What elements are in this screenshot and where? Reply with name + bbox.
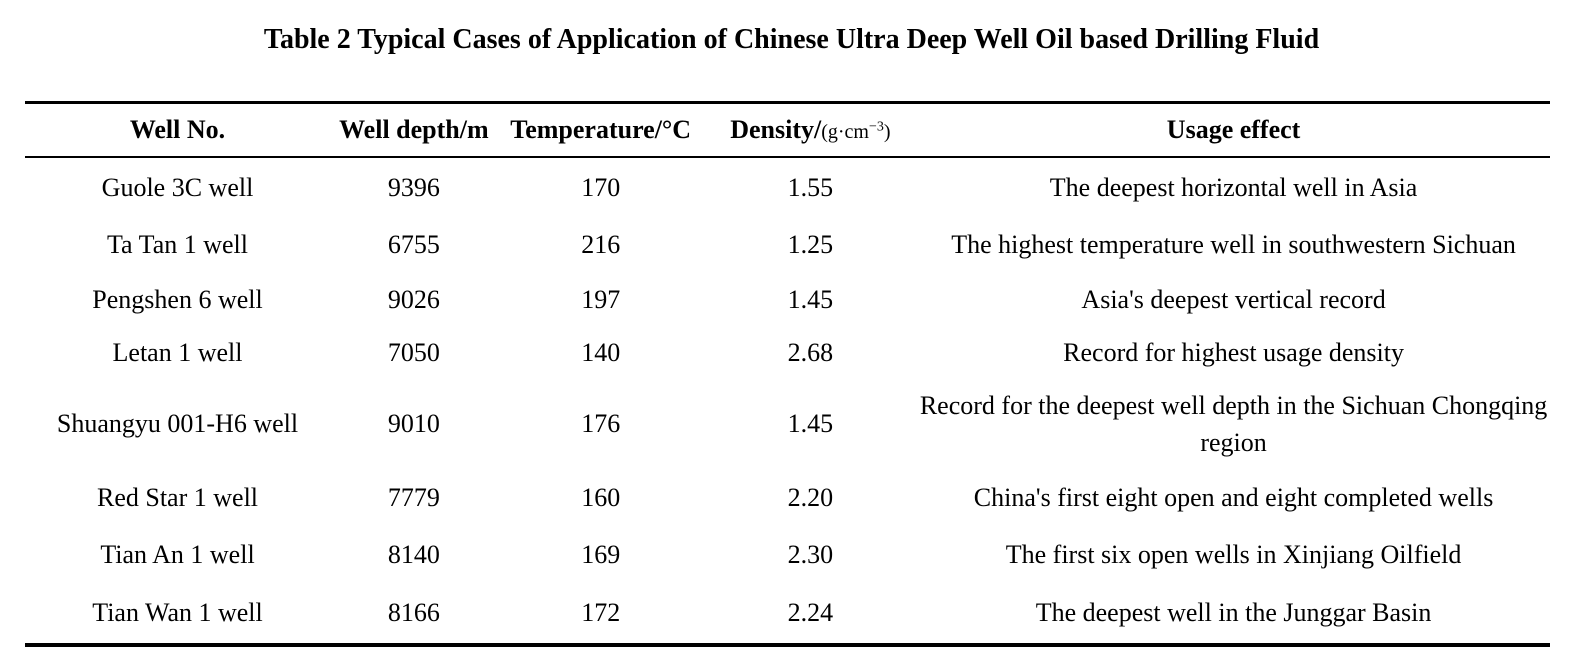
cell-density: 2.20: [787, 482, 834, 512]
cell-temperature: 197: [581, 284, 621, 314]
table-row: Pengshen 6 well 9026 197 1.45 Asia's deepest…: [25, 273, 1550, 326]
cell-well-no: Shuangyu 001-H6 well: [56, 409, 299, 438]
table-row: Shuangyu 001-H6 well 9010 176 1.45 Record fo…: [25, 379, 1550, 469]
cell-temperature: 170: [581, 172, 621, 202]
header-well-depth: Well depth/m: [339, 114, 489, 144]
cell-depth: 8140: [387, 539, 440, 569]
cell-depth: 8166: [387, 598, 440, 627]
table-row: Ta Tan 1 well 6755 216 1.25 The highest temp…: [25, 217, 1550, 273]
table-row: Letan 1 well 7050 140 2.68 Record for highes…: [25, 326, 1550, 379]
table-row: Tian An 1 well 8140 169 2.30 The first six o…: [25, 526, 1550, 583]
cell-well-no: Pengshen 6 well: [92, 284, 263, 314]
header-usage-effect: Usage effect: [1166, 114, 1301, 144]
header-temperature: Temperature/°C: [510, 114, 692, 144]
header-density-unit: (g·cm−3): [821, 119, 891, 143]
cell-temperature: 140: [581, 337, 621, 367]
cell-well-no: Tian Wan 1 well: [92, 598, 263, 627]
cell-temperature: 216: [581, 230, 621, 259]
cell-temperature: 176: [581, 409, 621, 438]
table-caption: Table 2 Typical Cases of Application of …: [263, 24, 1320, 55]
cell-usage: China's first eight open and eight compl…: [973, 482, 1494, 512]
cell-well-no: Ta Tan 1 well: [106, 230, 248, 259]
cell-usage: Record for highest usage density: [1063, 337, 1404, 367]
density-unit-exponent: −3: [868, 119, 884, 135]
cell-depth: 6755: [387, 230, 440, 259]
density-unit-close: ): [883, 120, 891, 143]
header-row: Well No. Well depth/m Temperature/°C Den…: [25, 103, 1550, 157]
cell-depth: 7779: [387, 482, 440, 512]
cell-usage: The deepest well in the Junggar Basin: [1035, 598, 1432, 627]
cell-usage: Asia's deepest vertical record: [1081, 284, 1386, 314]
cell-density: 2.68: [787, 337, 834, 367]
cell-depth: 9026: [387, 284, 440, 314]
header-density-label: Density/: [730, 114, 822, 144]
cell-density: 1.45: [787, 409, 834, 438]
table-row: Guole 3C well 9396 170 1.55 The deepest hori…: [25, 157, 1550, 217]
cell-usage: Record for the deepest well depth in the…: [919, 390, 1548, 457]
drilling-fluid-table: Well No. Well depth/m Temperature/°C Den…: [25, 101, 1550, 647]
header-density: Density/(g·cm−3): [704, 103, 918, 157]
cell-density: 1.55: [787, 172, 834, 202]
cell-usage: The deepest horizontal well in Asia: [1049, 172, 1418, 202]
table-row: Tian Wan 1 well 8166 172 2.24 The deepest we…: [25, 583, 1550, 645]
density-unit-base: (g·cm: [821, 120, 869, 143]
cell-well-no: Guole 3C well: [101, 172, 254, 202]
table-header: Well No. Well depth/m Temperature/°C Den…: [25, 103, 1550, 157]
cell-density: 1.25: [787, 230, 834, 259]
table-body: Guole 3C well 9396 170 1.55 The deepest hori…: [25, 157, 1550, 645]
cell-density: 2.30: [787, 539, 834, 569]
cell-depth: 9010: [387, 409, 440, 438]
cell-depth: 9396: [387, 172, 440, 202]
cell-well-no: Letan 1 well: [112, 337, 243, 367]
cell-usage: The first six open wells in Xinjiang Oil…: [1005, 539, 1462, 569]
cell-usage: The highest temperature well in southwes…: [951, 230, 1516, 259]
cell-well-no: Tian An 1 well: [100, 539, 255, 569]
cell-depth: 7050: [387, 337, 440, 367]
table-row: Red Star 1 well 7779 160 2.20 China's first …: [25, 469, 1550, 526]
cell-temperature: 172: [581, 598, 621, 627]
cell-temperature: 160: [581, 482, 621, 512]
cell-well-no: Red Star 1 well: [96, 482, 259, 512]
cell-temperature: 169: [581, 539, 621, 569]
cell-density: 1.45: [787, 284, 834, 314]
header-well-no: Well No.: [129, 114, 226, 144]
cell-density: 2.24: [787, 598, 834, 627]
